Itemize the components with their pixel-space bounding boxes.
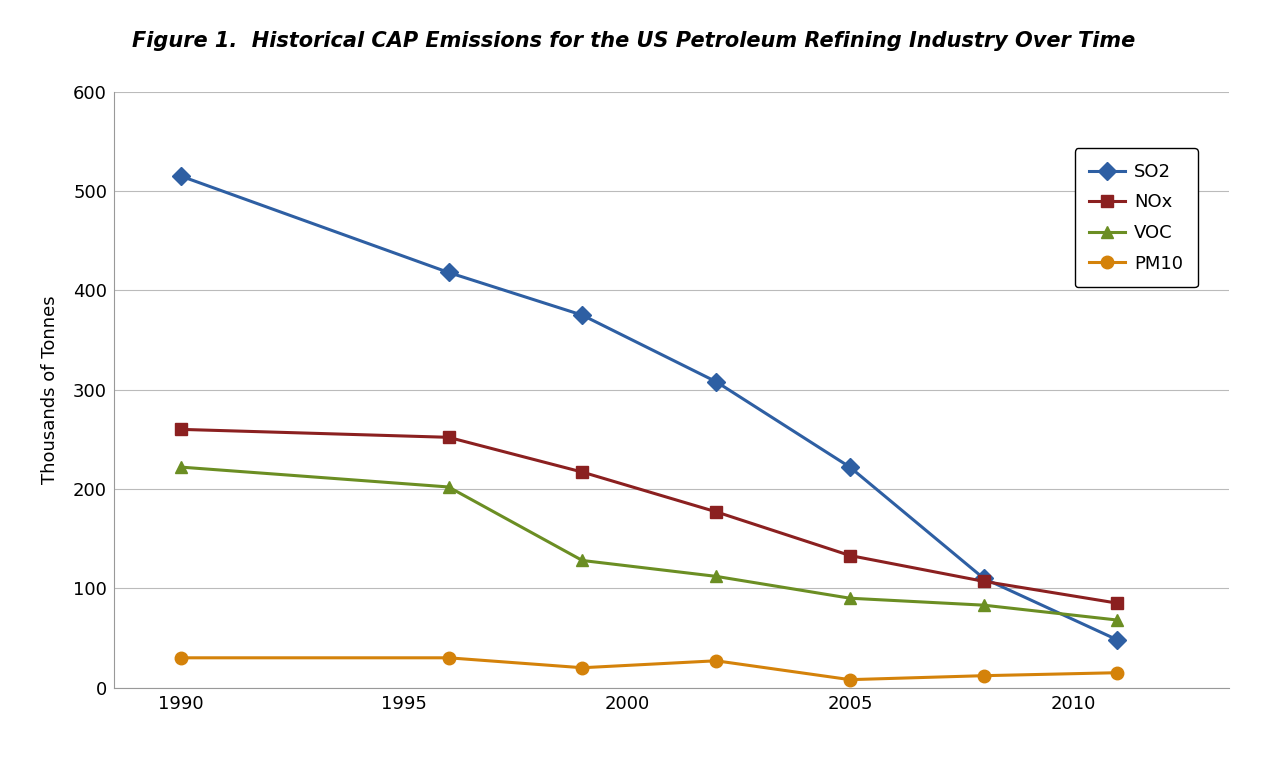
SO2 [441,268,456,277]
VOC [1110,616,1125,625]
NOx [708,507,723,516]
PM10 [976,671,991,680]
PM10 [174,653,189,662]
SO2 [174,171,189,180]
Line: PM10: PM10 [175,652,1124,686]
VOC [976,601,991,610]
SO2 [1110,636,1125,645]
VOC [575,556,590,565]
NOx [575,468,590,477]
Line: SO2: SO2 [175,170,1124,646]
VOC [843,594,858,603]
SO2 [708,377,723,387]
NOx [441,432,456,442]
NOx [843,551,858,560]
PM10 [441,653,456,662]
SO2 [575,310,590,319]
PM10 [575,663,590,672]
Legend: SO2, NOx, VOC, PM10: SO2, NOx, VOC, PM10 [1074,148,1197,287]
NOx [174,425,189,434]
NOx [976,577,991,586]
PM10 [708,656,723,665]
PM10 [843,675,858,685]
Line: VOC: VOC [175,461,1124,626]
PM10 [1110,668,1125,678]
SO2 [976,574,991,583]
Y-axis label: Thousands of Tonnes: Thousands of Tonnes [42,296,60,484]
VOC [441,482,456,491]
VOC [174,462,189,471]
SO2 [843,462,858,471]
NOx [1110,599,1125,608]
Text: Figure 1.  Historical CAP Emissions for the US Petroleum Refining Industry Over : Figure 1. Historical CAP Emissions for t… [132,31,1135,50]
VOC [708,571,723,581]
Line: NOx: NOx [175,423,1124,610]
